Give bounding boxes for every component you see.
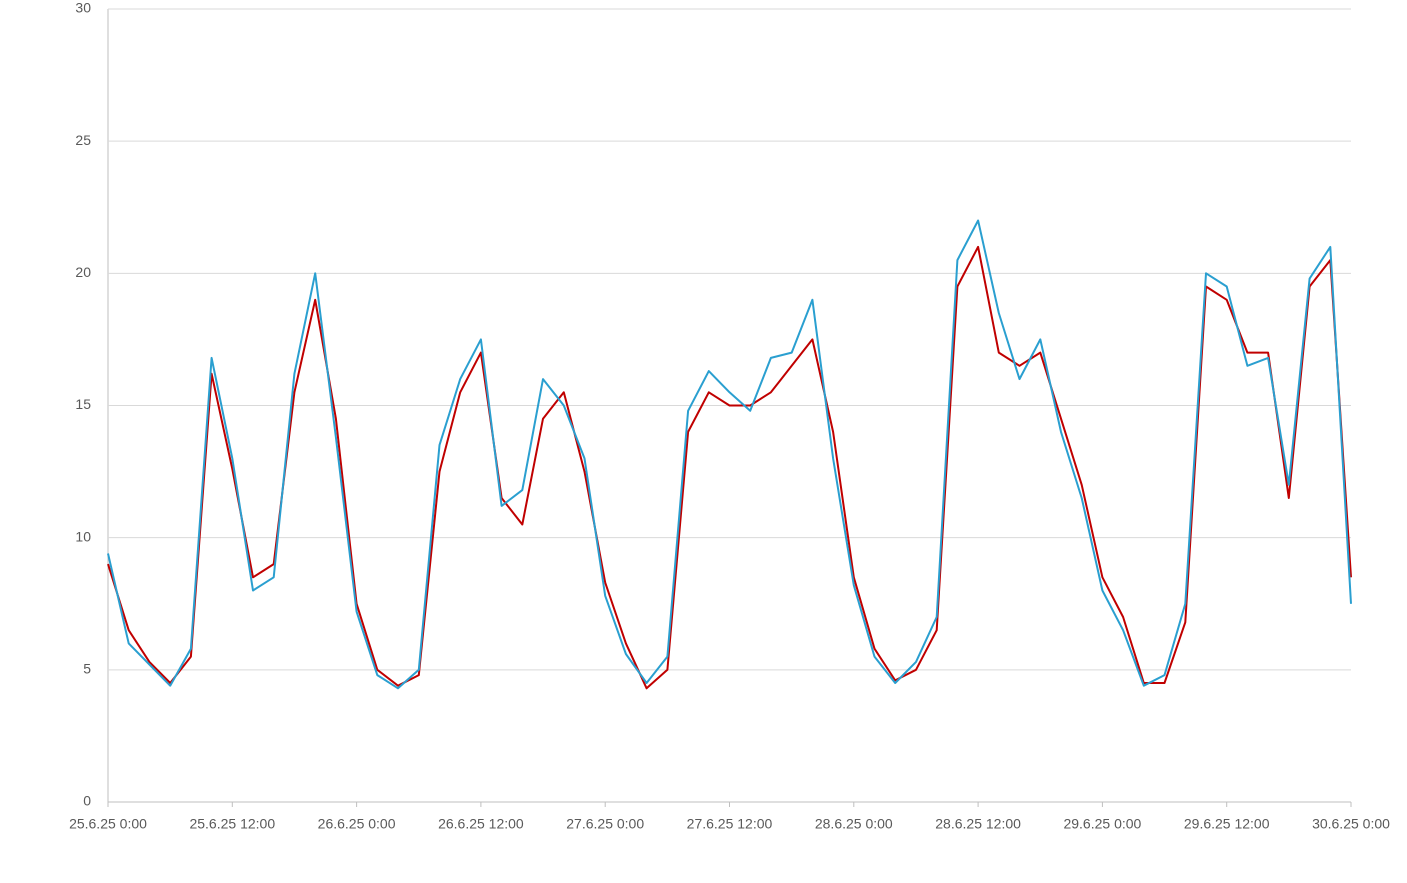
x-tick-label: 29.6.25 12:00 bbox=[1184, 816, 1270, 832]
x-tick-label: 25.6.25 0:00 bbox=[69, 816, 147, 832]
y-tick-label: 25 bbox=[75, 132, 91, 148]
series-line bbox=[107, 219, 1352, 690]
x-tick-label: 28.6.25 0:00 bbox=[815, 816, 893, 832]
x-tick-label: 26.6.25 12:00 bbox=[438, 816, 524, 832]
y-tick-label: 5 bbox=[83, 661, 91, 677]
y-tick-label: 20 bbox=[75, 264, 91, 280]
y-tick-label: 30 bbox=[75, 0, 91, 16]
series-line bbox=[107, 245, 1352, 690]
x-tick-label: 27.6.25 12:00 bbox=[687, 816, 773, 832]
x-tick-label: 27.6.25 0:00 bbox=[566, 816, 644, 832]
x-tick-label: 25.6.25 12:00 bbox=[189, 816, 275, 832]
x-tick-label: 28.6.25 12:00 bbox=[935, 816, 1021, 832]
y-tick-label: 15 bbox=[75, 396, 91, 412]
y-tick-label: 10 bbox=[75, 528, 91, 544]
x-tick-label: 26.6.25 0:00 bbox=[318, 816, 396, 832]
x-tick-label: 29.6.25 0:00 bbox=[1063, 816, 1141, 832]
x-tick-label: 30.6.25 0:00 bbox=[1312, 816, 1390, 832]
y-tick-label: 0 bbox=[83, 793, 91, 809]
